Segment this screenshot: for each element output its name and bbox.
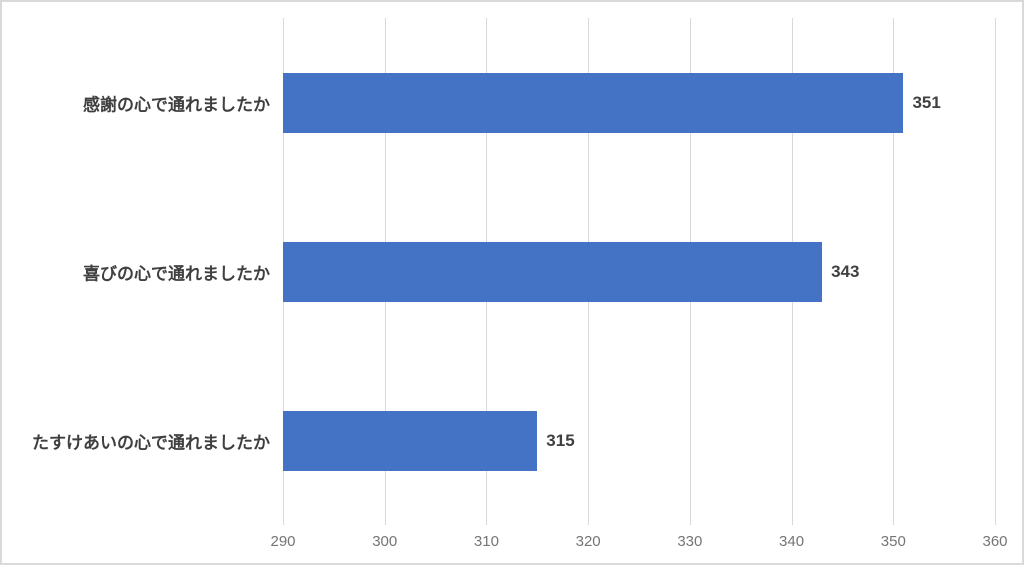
bar-value-label: 351 (912, 92, 941, 112)
bar-1 (283, 241, 823, 302)
bar-value-label: 315 (546, 430, 575, 450)
x-tick-label: 320 (575, 533, 601, 550)
x-tick-label: 290 (270, 533, 296, 550)
x-tick-label: 330 (677, 533, 703, 550)
x-tick-label: 350 (880, 533, 906, 550)
gridline-360 (995, 18, 996, 525)
x-tick-label: 340 (779, 533, 805, 550)
x-tick-label: 300 (372, 533, 398, 550)
x-tick-label: 310 (473, 533, 499, 550)
x-tick-label: 360 (982, 533, 1008, 550)
gridline-350 (893, 18, 895, 525)
bar-0 (283, 72, 904, 133)
category-label: 感謝の心で通れましたか (83, 95, 270, 114)
category-label: たすけあいの心で通れましたか (32, 433, 270, 452)
category-label: 喜びの心で通れましたか (83, 264, 270, 283)
bar-2 (283, 410, 538, 471)
bar-value-label: 343 (831, 261, 860, 281)
